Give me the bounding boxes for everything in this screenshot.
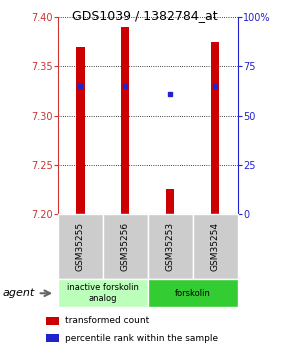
- Text: inactive forskolin
analog: inactive forskolin analog: [67, 283, 139, 303]
- Bar: [211, 42, 219, 214]
- Text: percentile rank within the sample: percentile rank within the sample: [65, 334, 218, 343]
- Text: GSM35256: GSM35256: [121, 222, 130, 271]
- Text: transformed count: transformed count: [65, 316, 150, 325]
- Text: GSM35253: GSM35253: [166, 222, 175, 271]
- Text: GDS1039 / 1382784_at: GDS1039 / 1382784_at: [72, 9, 218, 22]
- Text: GSM35255: GSM35255: [76, 222, 85, 271]
- Bar: [122, 27, 129, 214]
- Bar: [166, 189, 174, 214]
- Text: agent: agent: [3, 288, 35, 298]
- Text: GSM35254: GSM35254: [211, 222, 220, 271]
- Bar: [77, 47, 84, 214]
- Text: forskolin: forskolin: [175, 289, 211, 298]
